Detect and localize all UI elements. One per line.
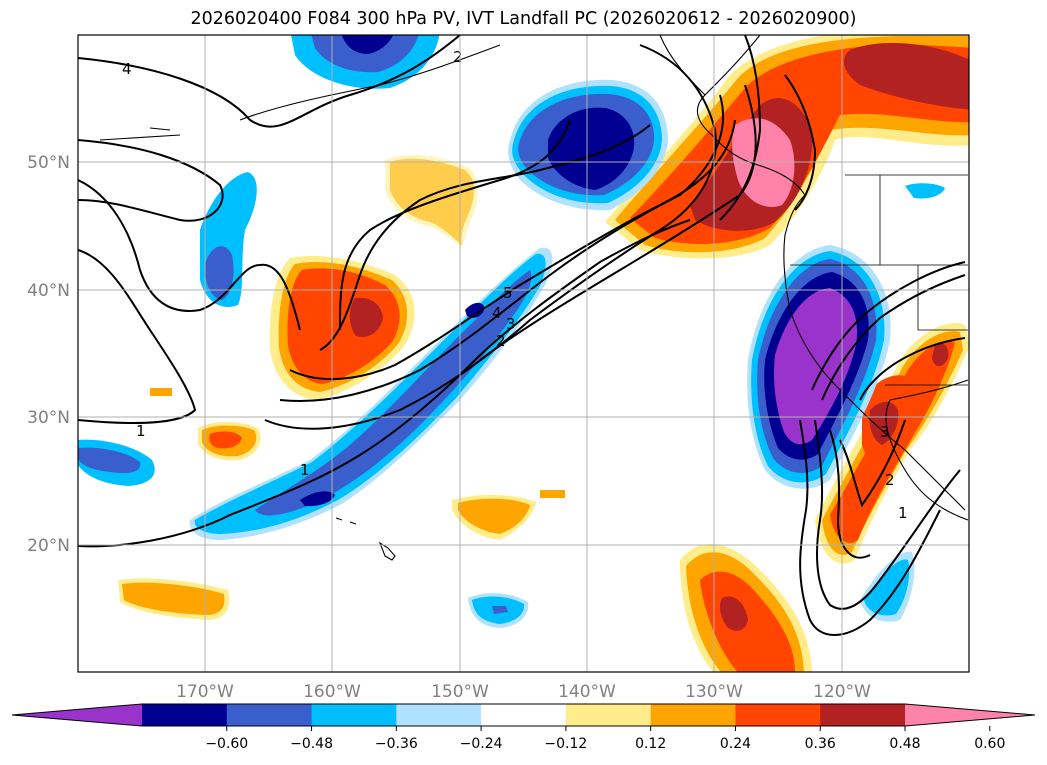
colorbar-swatch [735, 704, 821, 726]
shading-negative-west [78, 172, 257, 486]
contour-label: 5 [503, 284, 513, 302]
shading-negative-california [747, 245, 891, 489]
colorbar-tick-label: −0.12 [544, 736, 587, 752]
lat-label: 40°N [27, 281, 70, 301]
shading-positive-northwest [605, 35, 969, 259]
map-title: 2026020400 F084 300 hPa PV, IVT Landfall… [190, 9, 857, 29]
contour-label: 4 [122, 60, 132, 78]
lat-label: 50°N [27, 153, 70, 173]
colorbar-swatch [565, 704, 652, 726]
graticule [78, 35, 969, 672]
contour-label: 3 [880, 423, 890, 441]
lon-label: 120°W [813, 682, 871, 702]
colorbar-tick-label: −0.60 [205, 736, 248, 752]
contour-label: 2 [453, 48, 463, 66]
lon-label: 140°W [558, 682, 616, 702]
colorbar-swatch [142, 704, 228, 726]
colorbar-extend-low [12, 704, 142, 726]
colorbar-tick-label: 0.24 [720, 736, 751, 752]
shading-positive-small [118, 388, 565, 620]
colorbar-tick-label: −0.36 [375, 736, 418, 752]
colorbar-swatch [311, 704, 397, 726]
colorbar-swatch [650, 704, 736, 726]
longitude-labels: 170°W 160°W 150°W 140°W 130°W 120°W [176, 682, 871, 702]
colorbar-swatch [481, 704, 567, 726]
colorbar-tick-label: 0.12 [635, 736, 666, 752]
colorbar-swatch [396, 704, 482, 726]
colorbar-tick-label: −0.48 [290, 736, 333, 752]
colorbar-tick-label: −0.24 [460, 736, 503, 752]
contour-label: 3 [506, 315, 516, 333]
colorbar-tick-label: 0.48 [889, 736, 920, 752]
lon-label: 130°W [685, 682, 743, 702]
latitude-labels: 50°N 40°N 30°N 20°N [27, 153, 70, 556]
lat-label: 30°N [27, 408, 70, 428]
colorbar-tick-label: 0.36 [805, 736, 836, 752]
colorbar-tick-label: 0.60 [974, 736, 1005, 752]
shading-negative-small [468, 183, 945, 628]
colorbar-swatch [820, 704, 906, 726]
contour-label: 1 [136, 422, 146, 440]
colorbar-extend-high [905, 704, 1035, 726]
contour-label: 4 [492, 304, 502, 322]
contour-label: 1 [300, 461, 310, 479]
lon-label: 160°W [303, 682, 361, 702]
contour-label: 2 [496, 332, 506, 350]
lon-label: 150°W [431, 682, 489, 702]
map-content: 4 2 1 5 4 3 2 1 1 2 3 [78, 35, 969, 672]
lon-label: 170°W [176, 682, 234, 702]
colorbar-outline [11, 703, 1036, 727]
coastlines [99, 35, 969, 561]
contour-label: 1 [898, 504, 908, 522]
contour-label: 2 [885, 471, 895, 489]
colorbar: −0.60 −0.48 −0.36 −0.24 −0.12 0.12 0.24 0.36 0.4… [11, 703, 1036, 752]
contour-labels: 4 2 1 5 4 3 2 1 1 2 3 [122, 48, 908, 522]
lat-label: 20°N [27, 536, 70, 556]
colorbar-swatch [226, 704, 313, 726]
pv-contours [78, 35, 966, 636]
map-frame [77, 34, 970, 673]
